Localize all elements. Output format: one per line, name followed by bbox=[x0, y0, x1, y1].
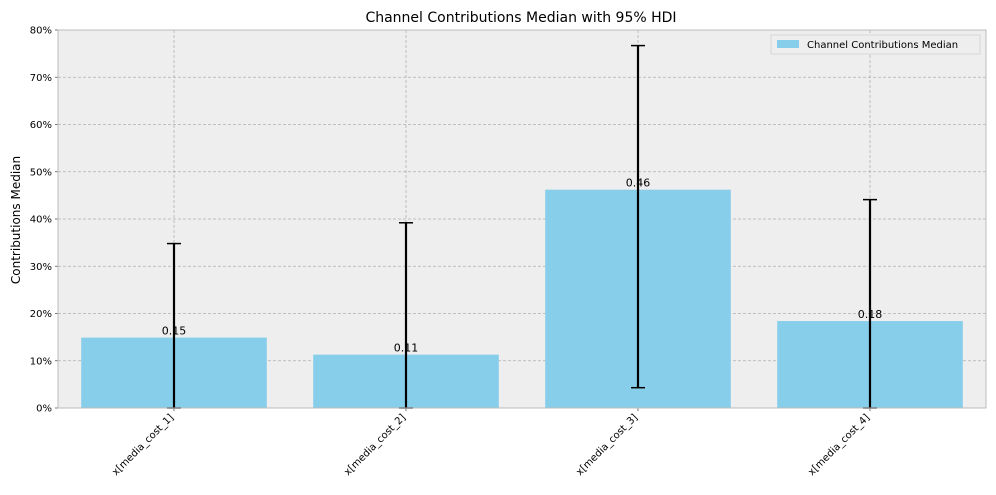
legend-label: Channel Contributions Median bbox=[807, 40, 958, 51]
y-tick-label: 50% bbox=[30, 167, 52, 178]
plot-frame bbox=[57, 29, 987, 409]
y-tick-label: 30% bbox=[30, 262, 52, 273]
legend-swatch bbox=[777, 40, 799, 48]
x-axis: x[media_cost_1] x[media_cost_2] x[media_co… bbox=[110, 408, 872, 478]
legend: Channel Contributions Median bbox=[770, 34, 981, 55]
y-tick-label: 0% bbox=[36, 404, 52, 415]
data-label: 0.18 bbox=[858, 308, 883, 321]
chart-title: Channel Contributions Median with 95% HD… bbox=[365, 10, 676, 26]
data-label: 0.46 bbox=[626, 177, 651, 190]
y-tick-label: 40% bbox=[30, 215, 52, 226]
x-tick-label: x[media_cost_2] bbox=[342, 412, 408, 478]
y-axis: 0% 10% 20% 30% 40% 50% 60% 70% 80% bbox=[30, 26, 58, 415]
y-tick-label: 10% bbox=[30, 356, 52, 367]
data-label: 0.11 bbox=[394, 342, 419, 355]
y-axis-title: Contributions Median bbox=[9, 156, 23, 284]
legend-box bbox=[770, 34, 981, 55]
y-tick-label: 60% bbox=[30, 120, 52, 131]
y-tick-label: 20% bbox=[30, 309, 52, 320]
x-tick-label: x[media_cost_3] bbox=[574, 412, 640, 478]
data-label: 0.15 bbox=[162, 325, 187, 338]
x-tick-label: x[media_cost_4] bbox=[806, 412, 872, 478]
y-tick-label: 70% bbox=[30, 73, 52, 84]
data-labels: 0.15 0.11 0.46 0.18 bbox=[162, 177, 883, 355]
x-tick-label: x[media_cost_1] bbox=[110, 412, 176, 478]
y-tick-label: 80% bbox=[30, 26, 52, 37]
